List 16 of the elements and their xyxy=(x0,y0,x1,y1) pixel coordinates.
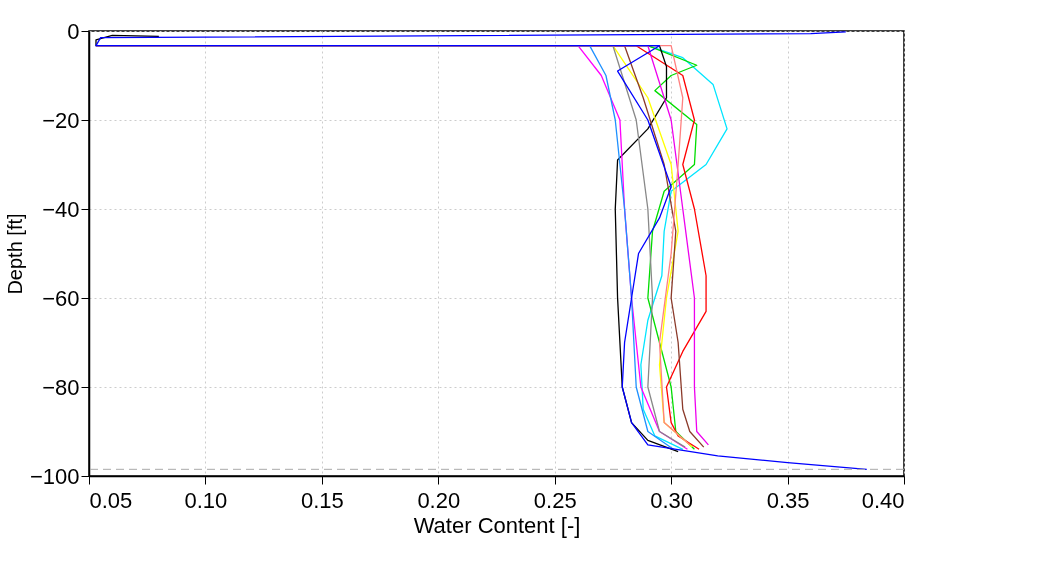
x-tick-label: 0.05 xyxy=(89,487,133,513)
y-tick-label: −60 xyxy=(42,285,80,311)
x-tick-label: 0.40 xyxy=(861,487,905,513)
x-tick-label: 0.35 xyxy=(766,487,810,513)
x-tick-label: 0.20 xyxy=(417,487,461,513)
x-tick-label: 0.10 xyxy=(184,487,228,513)
y-tick-label: −100 xyxy=(29,463,80,489)
x-tick-label: 0.30 xyxy=(650,487,694,513)
y-tick-label: −20 xyxy=(42,107,80,133)
y-tick-label: 0 xyxy=(67,18,80,44)
x-tick-label: 0.25 xyxy=(533,487,577,513)
x-tick-label: 0.15 xyxy=(300,487,344,513)
y-axis-title: Depth [ft] xyxy=(3,213,26,295)
y-tick-label: −80 xyxy=(42,374,80,400)
x-axis-title: Water Content [-] xyxy=(413,512,581,538)
y-tick-label: −40 xyxy=(42,196,80,222)
